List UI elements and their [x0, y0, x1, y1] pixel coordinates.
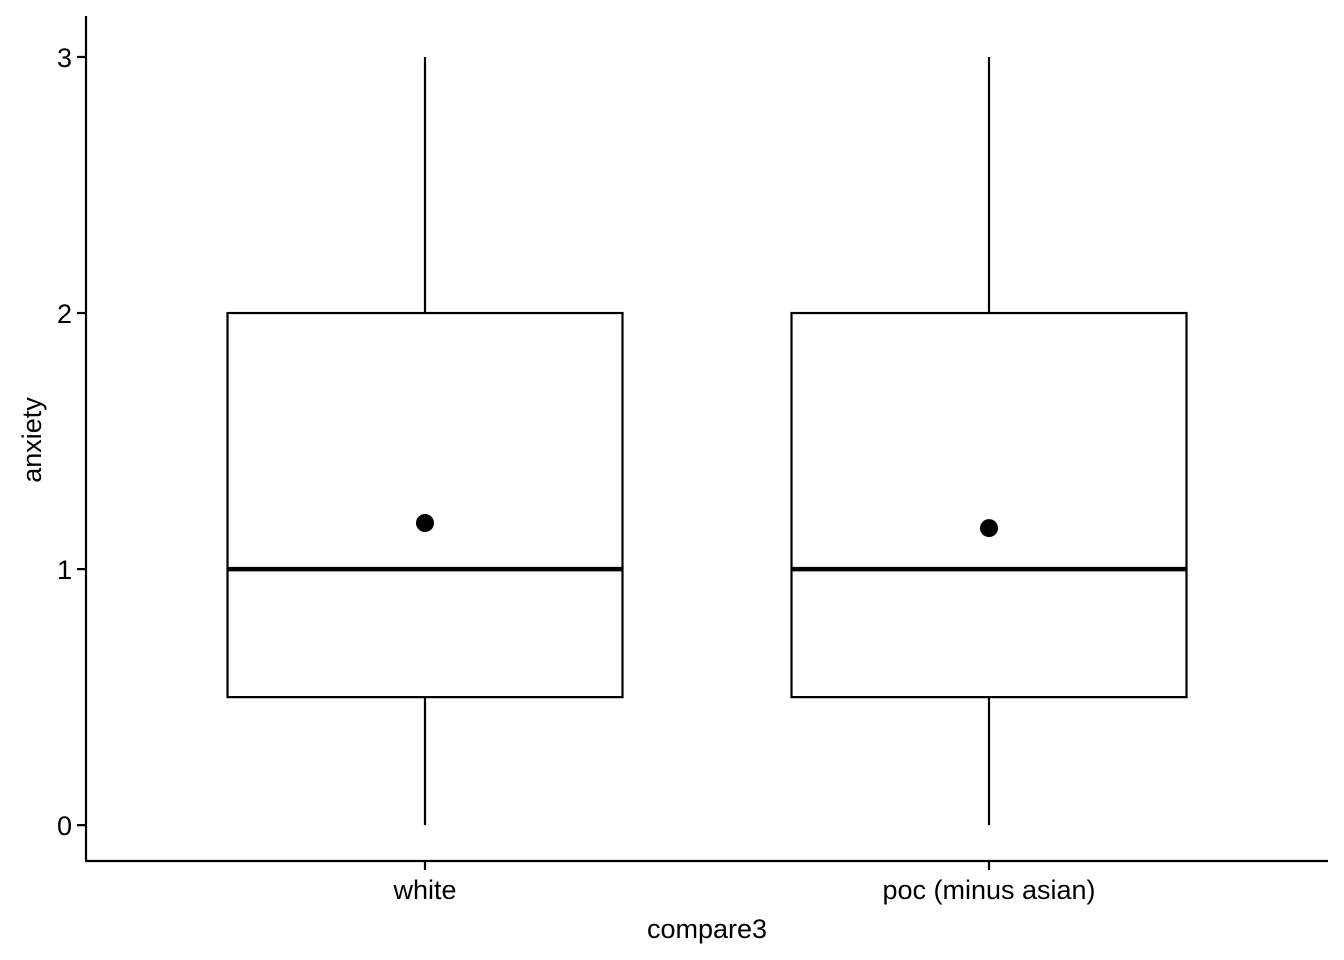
y-tick-label: 2: [57, 299, 72, 329]
y-tick-label: 3: [57, 43, 72, 73]
y-ticks: 0 1 2 3: [57, 43, 86, 841]
y-tick-label: 0: [57, 811, 72, 841]
x-ticks: white poc (minus asian): [392, 861, 1096, 905]
x-axis-title: compare3: [647, 914, 767, 944]
box-1: [790, 56, 1188, 826]
iqr-box: [226, 311, 624, 699]
x-tick-label: white: [392, 875, 456, 905]
boxes-layer: [226, 56, 1188, 826]
mean-point: [416, 514, 434, 532]
mean-point: [980, 519, 998, 538]
y-axis-title: anxiety: [17, 397, 47, 483]
axes-layer: [84, 16, 1328, 863]
y-tick-label: 1: [57, 555, 72, 585]
box-0: [226, 56, 624, 826]
x-tick-label: poc (minus asian): [882, 875, 1095, 905]
iqr-box: [790, 311, 1188, 699]
